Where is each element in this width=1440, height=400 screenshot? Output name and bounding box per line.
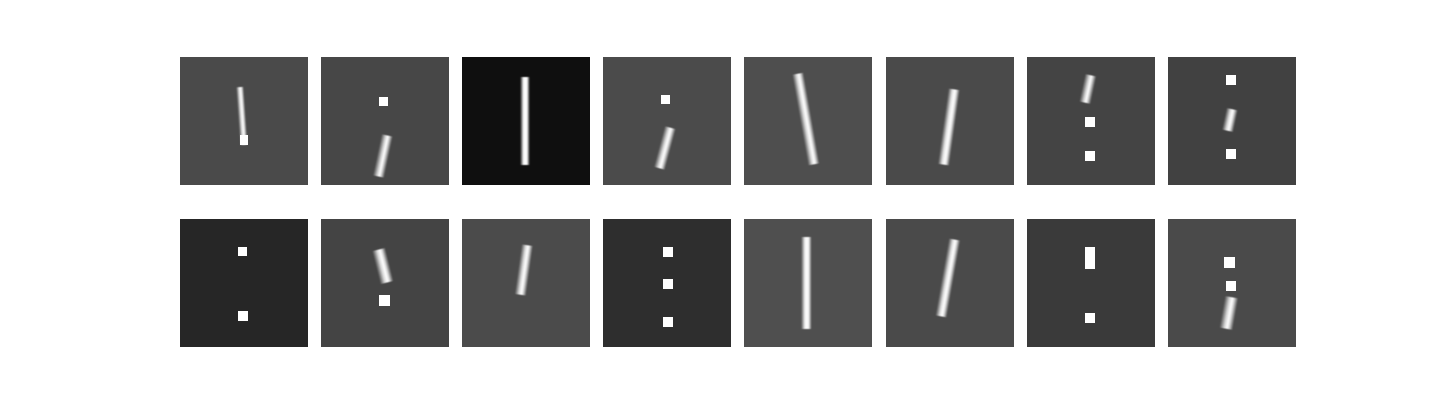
filter-tile-0-3 — [603, 57, 731, 185]
dot-mark — [1085, 313, 1095, 323]
filter-tile-1-5 — [886, 219, 1014, 347]
stroke-mark — [801, 237, 812, 329]
stroke-mark — [520, 77, 530, 165]
filter-tile-0-0 — [180, 57, 308, 185]
filter-tile-1-4 — [744, 219, 872, 347]
stroke-mark — [1219, 296, 1239, 330]
dot-mark — [663, 247, 673, 257]
stroke-mark — [1221, 107, 1239, 133]
dot-mark — [240, 135, 248, 145]
stroke-mark — [514, 244, 534, 296]
dot-mark — [1226, 281, 1236, 291]
filter-tile-0-1 — [321, 57, 449, 185]
filter-tile-0-5 — [886, 57, 1014, 185]
filter-tile-0-6 — [1027, 57, 1155, 185]
dot-mark — [661, 95, 670, 104]
filter-tile-1-3 — [603, 219, 731, 347]
filter-tile-0-2 — [462, 57, 590, 185]
filter-tile-1-2 — [462, 219, 590, 347]
stroke-mark — [935, 238, 961, 318]
filter-tile-1-7 — [1168, 219, 1296, 347]
stroke-mark — [792, 72, 820, 166]
dot-mark — [1085, 151, 1095, 161]
stroke-mark — [1079, 74, 1097, 104]
stroke-mark — [372, 247, 394, 285]
stroke-mark — [937, 88, 961, 166]
dot-mark — [1224, 257, 1235, 268]
stroke-mark — [372, 134, 394, 178]
dot-mark — [663, 317, 673, 327]
dot-mark — [1085, 117, 1095, 127]
stroke-mark — [653, 126, 677, 170]
filter-tile-1-0 — [180, 219, 308, 347]
dot-mark — [379, 97, 388, 106]
dot-mark — [1226, 75, 1236, 85]
filter-tile-0-7 — [1168, 57, 1296, 185]
filter-tile-1-1 — [321, 219, 449, 347]
filter-tile-1-6 — [1027, 219, 1155, 347]
dot-mark — [1085, 247, 1095, 269]
dot-mark — [238, 311, 248, 321]
dot-mark — [663, 279, 673, 289]
filter-tile-0-4 — [744, 57, 872, 185]
dot-mark — [379, 295, 390, 306]
dot-mark — [238, 247, 247, 256]
dot-mark — [1226, 149, 1236, 159]
